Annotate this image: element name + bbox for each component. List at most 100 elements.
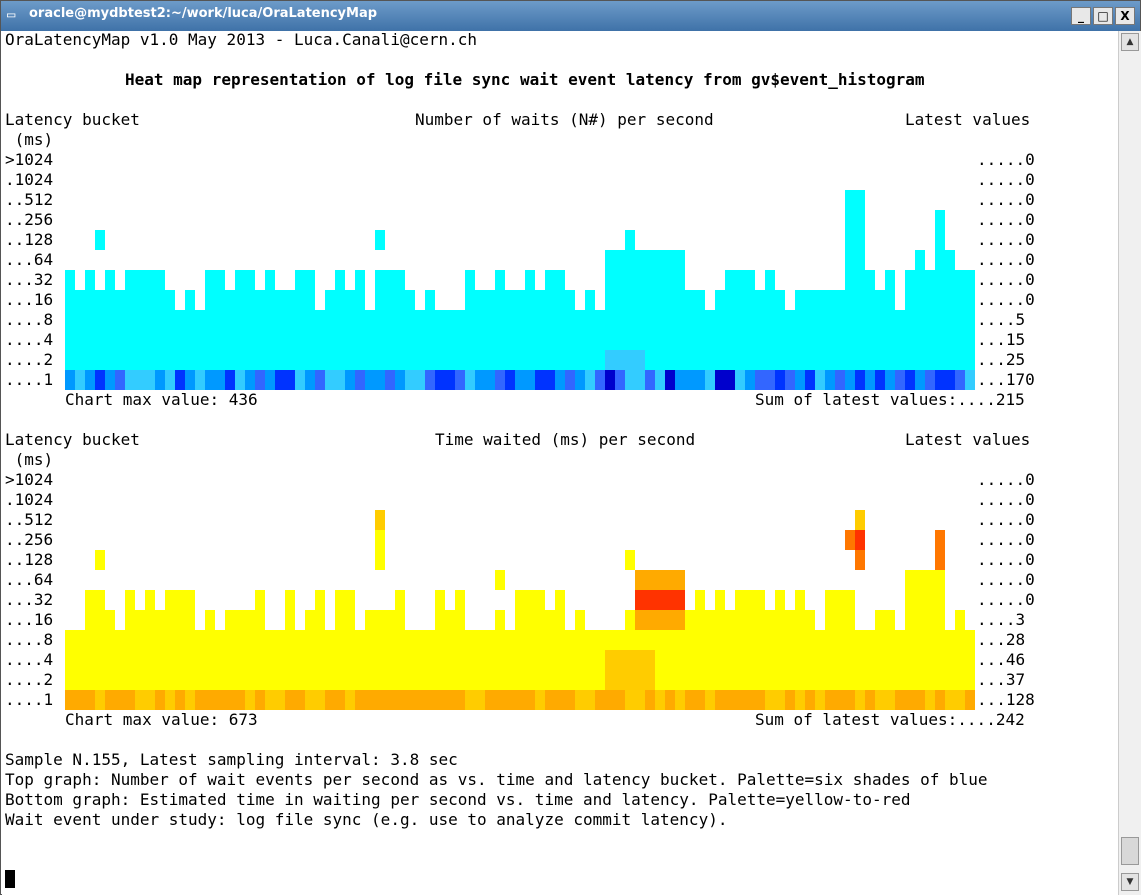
heatmap-cell xyxy=(875,670,885,690)
heatmap-cell xyxy=(315,670,325,690)
heatmap-cell xyxy=(215,670,225,690)
heatmap-cell xyxy=(375,330,385,350)
heatmap-cell xyxy=(545,290,555,310)
heatmap-cell xyxy=(375,610,385,630)
heatmap-cell xyxy=(205,330,215,350)
heatmap-cell xyxy=(145,310,155,330)
scroll-up-icon[interactable]: ▲ xyxy=(1121,33,1139,51)
heatmap-cell xyxy=(665,610,675,630)
heatmap-cell xyxy=(685,630,695,650)
heatmap-cell xyxy=(185,290,195,310)
heatmap-cell xyxy=(265,330,275,350)
close-button[interactable]: X xyxy=(1115,7,1135,25)
heatmap-cell xyxy=(595,330,605,350)
heatmap-cell xyxy=(685,670,695,690)
heatmap-cell xyxy=(635,330,645,350)
top-units-label: (ms) xyxy=(5,130,54,149)
heatmap-cell xyxy=(325,330,335,350)
heatmap-cell xyxy=(585,330,595,350)
bucket-label: ....1 xyxy=(5,370,54,389)
heatmap-cell xyxy=(565,690,575,710)
heatmap-cell xyxy=(905,650,915,670)
heatmap-cell xyxy=(285,630,295,650)
heatmap-cell xyxy=(725,630,735,650)
bucket-label: >1024 xyxy=(5,150,54,169)
heatmap-cell xyxy=(755,290,765,310)
heatmap-cell xyxy=(435,350,445,370)
heatmap-cell xyxy=(385,290,395,310)
heatmap-cell xyxy=(135,310,145,330)
heatmap-cell xyxy=(755,610,765,630)
heatmap-cell xyxy=(65,330,75,350)
heatmap-cell xyxy=(305,690,315,710)
heatmap-cell xyxy=(275,330,285,350)
heatmap-cell xyxy=(935,370,945,390)
heatmap-cell xyxy=(265,630,275,650)
heatmap-cell xyxy=(875,310,885,330)
heatmap-cell xyxy=(425,310,435,330)
heatmap-cell xyxy=(745,350,755,370)
heatmap-cell xyxy=(865,330,875,350)
heatmap-cell xyxy=(595,370,605,390)
heatmap-cell xyxy=(585,670,595,690)
heatmap-cell xyxy=(65,670,75,690)
latest-value: .....0 xyxy=(977,290,1035,309)
heatmap-cell xyxy=(525,270,535,290)
heatmap-cell xyxy=(595,670,605,690)
heatmap-cell xyxy=(935,570,945,590)
heatmap-cell xyxy=(305,310,315,330)
heatmap-cell xyxy=(555,610,565,630)
heatmap-cell xyxy=(655,610,665,630)
heatmap-cell xyxy=(695,290,705,310)
heatmap-cell xyxy=(275,670,285,690)
heatmap-cell xyxy=(75,630,85,650)
heatmap-cell xyxy=(255,310,265,330)
heatmap-cell xyxy=(915,330,925,350)
heatmap-cell xyxy=(125,270,135,290)
heatmap-cell xyxy=(535,290,545,310)
heatmap-cell xyxy=(605,650,615,670)
heatmap-cell xyxy=(835,630,845,650)
vertical-scrollbar[interactable]: ▲ ▼ xyxy=(1118,31,1141,895)
heatmap-cell xyxy=(675,370,685,390)
heatmap-cell xyxy=(335,690,345,710)
heatmap-cell xyxy=(105,650,115,670)
heatmap-cell xyxy=(945,690,955,710)
heatmap-cell xyxy=(535,310,545,330)
heatmap-cell xyxy=(605,670,615,690)
title-bar[interactable]: ▭ oracle@mydbtest2:~/work/luca/OraLatenc… xyxy=(1,1,1140,31)
minimize-button[interactable]: _ xyxy=(1071,7,1091,25)
heatmap-cell xyxy=(175,370,185,390)
heatmap-cell xyxy=(785,310,795,330)
heatmap-cell xyxy=(575,370,585,390)
heatmap-cell xyxy=(635,690,645,710)
heatmap-cell xyxy=(775,690,785,710)
heatmap-cell xyxy=(225,350,235,370)
heatmap-cell xyxy=(925,310,935,330)
heatmap-cell xyxy=(745,590,755,610)
heatmap-cell xyxy=(485,350,495,370)
latest-value: .....0 xyxy=(977,510,1035,529)
terminal-output[interactable] xyxy=(2,31,1118,895)
heatmap-cell xyxy=(155,310,165,330)
top-latest-values-label: Latest values xyxy=(905,110,1031,129)
heatmap-cell xyxy=(205,350,215,370)
heatmap-cell xyxy=(305,630,315,650)
heatmap-cell xyxy=(915,610,925,630)
heatmap-cell xyxy=(615,270,625,290)
heatmap-cell xyxy=(525,290,535,310)
heatmap-cell xyxy=(755,330,765,350)
heatmap-cell xyxy=(765,270,775,290)
heatmap-cell xyxy=(835,330,845,350)
heatmap-cell xyxy=(555,650,565,670)
maximize-button[interactable]: □ xyxy=(1093,7,1113,25)
heatmap-cell xyxy=(395,690,405,710)
heatmap-cell xyxy=(765,330,775,350)
heatmap-cell xyxy=(115,310,125,330)
top-chart-title: Number of waits (N#) per second xyxy=(415,110,714,129)
scroll-thumb[interactable] xyxy=(1121,837,1139,865)
heatmap-cell xyxy=(635,270,645,290)
scroll-down-icon[interactable]: ▼ xyxy=(1121,873,1139,891)
heatmap-cell xyxy=(745,630,755,650)
heatmap-cell xyxy=(925,330,935,350)
